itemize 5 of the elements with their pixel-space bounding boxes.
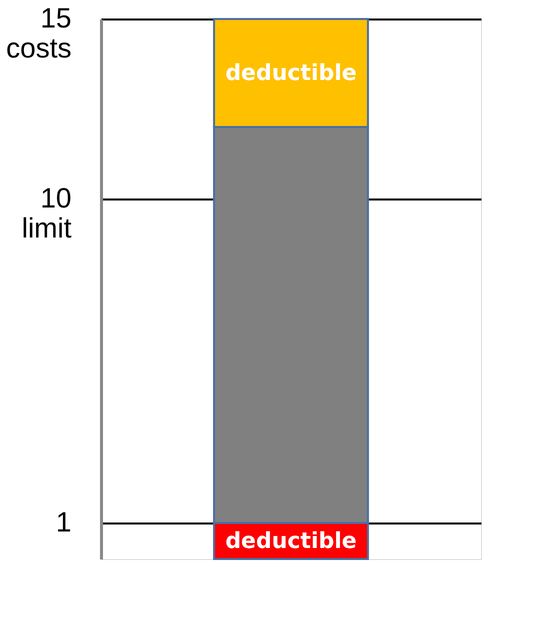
- y-tick-label: 15 costs: [6, 2, 72, 64]
- series-label: deductible: [225, 529, 357, 554]
- y-tick-label: 1: [56, 506, 72, 538]
- series-label: deductible: [225, 61, 357, 86]
- y-tick-label: 10 limit: [22, 182, 72, 244]
